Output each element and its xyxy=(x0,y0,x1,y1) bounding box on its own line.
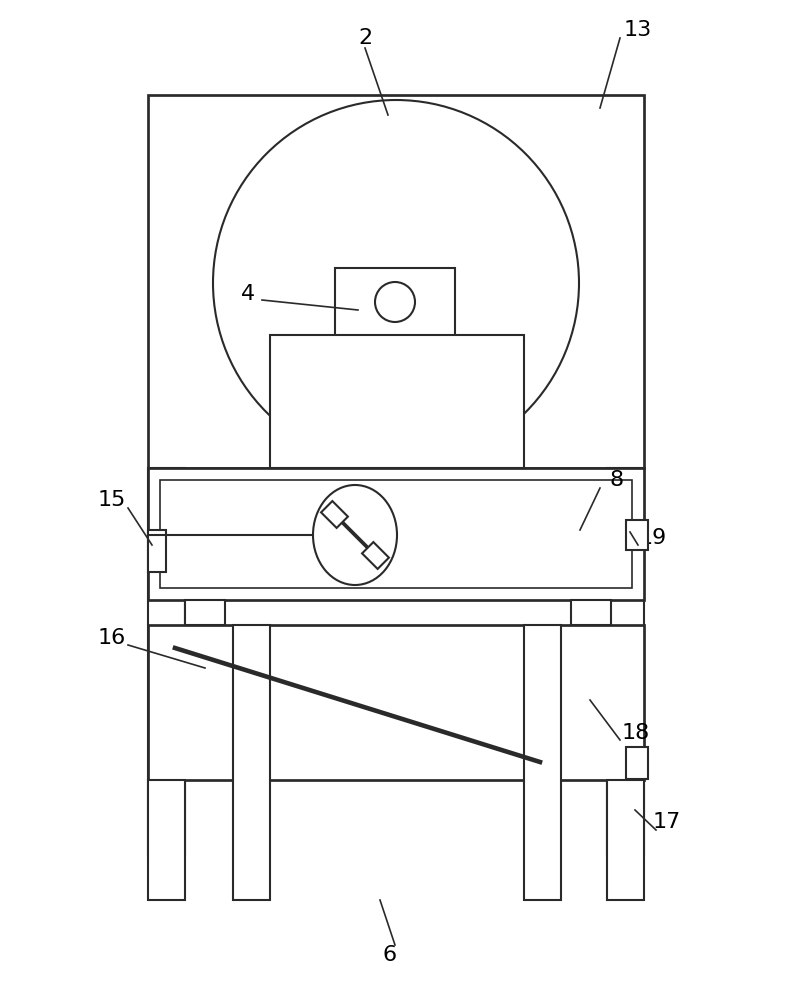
Polygon shape xyxy=(362,542,389,569)
Circle shape xyxy=(375,282,415,322)
Bar xyxy=(335,268,455,336)
Bar xyxy=(148,468,644,600)
Ellipse shape xyxy=(313,485,397,585)
Text: 15: 15 xyxy=(98,490,127,510)
Bar xyxy=(148,625,644,780)
Text: 8: 8 xyxy=(610,470,624,490)
Text: 17: 17 xyxy=(653,812,681,832)
Bar xyxy=(233,625,270,900)
Text: 2: 2 xyxy=(358,28,372,48)
Bar xyxy=(626,520,648,550)
Bar xyxy=(148,468,185,855)
Circle shape xyxy=(213,100,579,466)
Text: 13: 13 xyxy=(624,20,652,40)
Bar xyxy=(607,780,644,900)
Bar xyxy=(160,480,632,588)
Bar xyxy=(270,335,524,468)
Bar xyxy=(185,600,225,625)
Text: 4: 4 xyxy=(241,284,255,304)
Polygon shape xyxy=(321,501,348,528)
Bar xyxy=(148,530,166,572)
Bar xyxy=(626,747,648,779)
Bar xyxy=(148,95,644,468)
Bar xyxy=(607,468,644,855)
Text: 16: 16 xyxy=(98,628,126,648)
Bar xyxy=(148,780,185,900)
Text: 19: 19 xyxy=(639,528,667,548)
Text: 6: 6 xyxy=(383,945,397,965)
Bar xyxy=(524,625,561,900)
Bar xyxy=(571,600,611,625)
Text: 18: 18 xyxy=(622,723,650,743)
